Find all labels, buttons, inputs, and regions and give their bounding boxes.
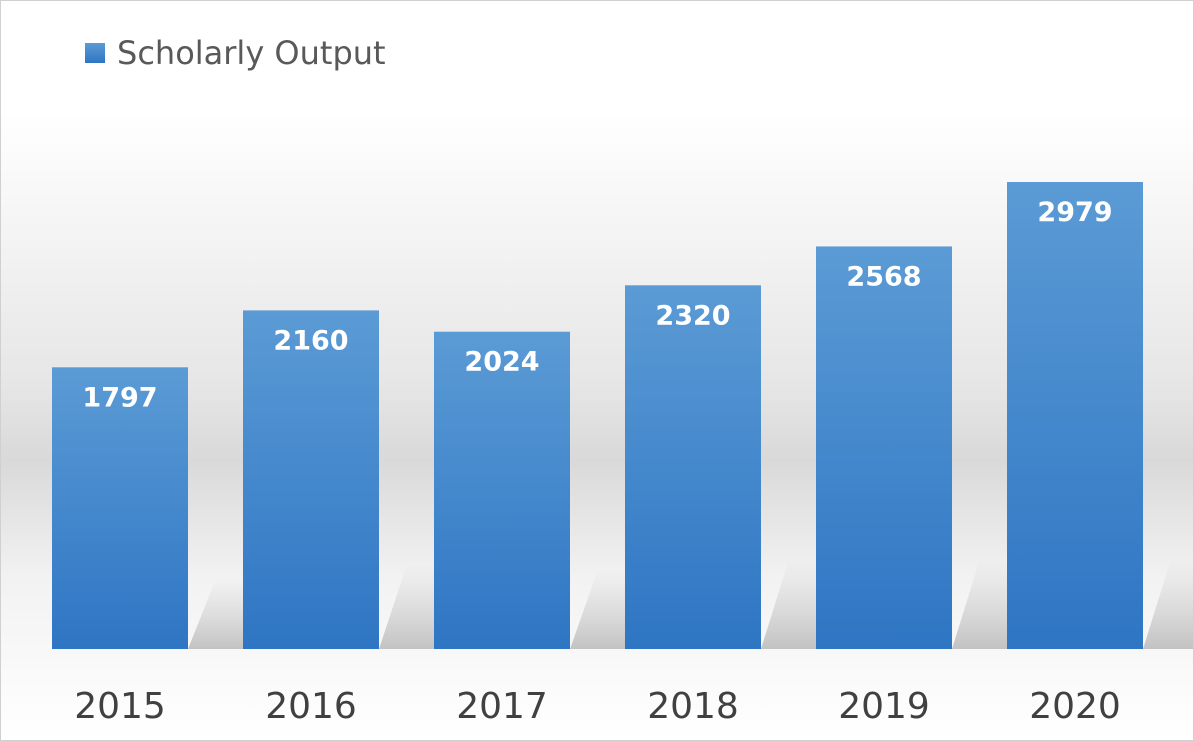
data-labels: 1797 2160 2024 2320 2568 2979 xyxy=(82,197,1112,413)
legend-swatch xyxy=(85,43,105,63)
bar-shadow xyxy=(570,569,638,649)
x-tick-label: 2019 xyxy=(838,686,930,727)
x-tick-label: 2016 xyxy=(265,686,357,727)
legend: Scholarly Output xyxy=(85,34,386,72)
bars xyxy=(52,182,1143,650)
bar-shadow xyxy=(952,559,1020,649)
data-label: 2979 xyxy=(1037,197,1112,228)
bar-2018 xyxy=(625,285,761,649)
data-label: 2568 xyxy=(846,261,921,292)
bar-2015 xyxy=(52,367,188,649)
data-label: 2320 xyxy=(655,300,730,331)
bar-2017 xyxy=(434,331,570,649)
x-axis-ticks: 2015 2016 2017 2018 2019 2020 xyxy=(74,686,1121,727)
legend-label: Scholarly Output xyxy=(117,34,386,72)
bar-shadow xyxy=(761,559,829,649)
bar-shadow xyxy=(379,564,447,649)
data-label: 2024 xyxy=(464,347,539,378)
x-tick-label: 2017 xyxy=(456,686,548,727)
x-tick-label: 2020 xyxy=(1029,686,1121,727)
x-tick-label: 2015 xyxy=(74,686,166,727)
data-label: 1797 xyxy=(82,382,157,413)
bar-shadow xyxy=(1143,559,1193,649)
bar-2020 xyxy=(1007,182,1143,649)
bar-2019 xyxy=(816,246,952,650)
x-tick-label: 2018 xyxy=(647,686,739,727)
bar-shadows xyxy=(188,559,1193,649)
bar-2016 xyxy=(243,310,379,649)
data-label: 2160 xyxy=(273,325,348,356)
bar-shadow xyxy=(188,578,256,649)
